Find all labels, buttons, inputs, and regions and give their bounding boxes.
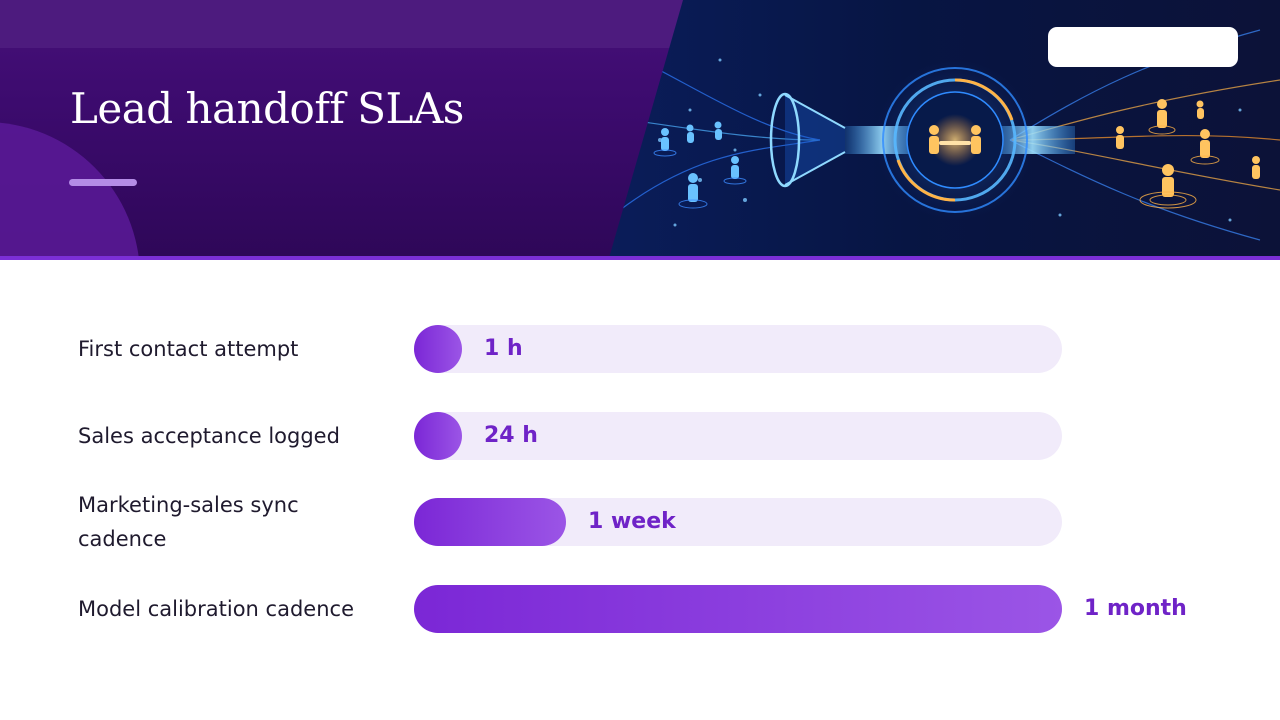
sla-label: Marketing-sales sync cadence xyxy=(78,493,299,551)
sla-value: 24 h xyxy=(484,423,538,448)
sla-bar-fill xyxy=(414,412,462,460)
sla-bar-fill xyxy=(414,585,1062,633)
sla-label: First contact attempt xyxy=(78,337,299,361)
sla-value: 1 h xyxy=(484,336,523,361)
sla-value: 1 month xyxy=(1084,596,1187,621)
sla-bar-track: 24 h xyxy=(414,412,1062,460)
sla-label: Model calibration cadence xyxy=(78,597,354,621)
title-underline xyxy=(69,179,137,186)
sla-bar-track: 1 h xyxy=(414,325,1062,373)
sla-bar-fill xyxy=(414,498,566,546)
sla-bar-fill xyxy=(414,325,462,373)
sla-label: Sales acceptance logged xyxy=(78,424,340,448)
sla-value: 1 week xyxy=(588,509,676,534)
logo-placeholder xyxy=(1048,27,1238,67)
page-title: Lead handoff SLAs xyxy=(70,84,464,133)
sla-bar-track: 1 week xyxy=(414,498,1062,546)
sla-bar-track: 1 month xyxy=(414,585,1187,633)
header-accent-line xyxy=(0,256,1280,260)
header-banner: Lead handoff SLAs xyxy=(0,0,1280,258)
